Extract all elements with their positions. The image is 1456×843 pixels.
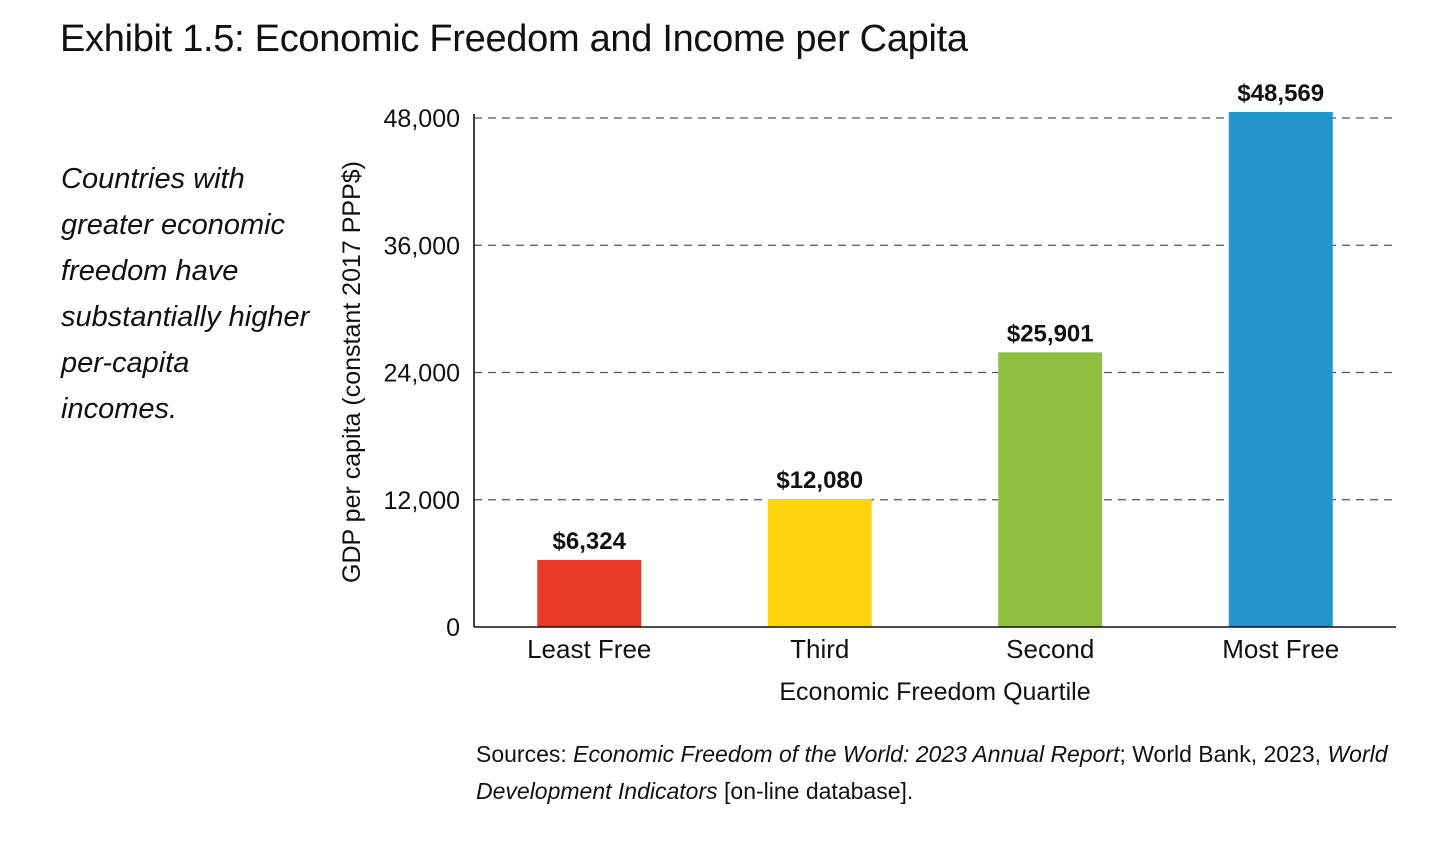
x-tick-label: Least Free [527, 634, 651, 664]
bar-value-label: $25,901 [1007, 320, 1094, 347]
bar [998, 352, 1103, 627]
bars: $6,324 $12,080 $25,901 $48,569 [537, 80, 1333, 627]
bar-value-label: $6,324 [553, 528, 627, 555]
y-tick-label: 48,000 [384, 105, 460, 133]
bar [1228, 111, 1333, 627]
sources-middle: ; World Bank, 2023, [1119, 741, 1328, 767]
x-tick-label: Most Free [1222, 634, 1339, 664]
x-tick-label: Third [790, 634, 849, 664]
sources-suffix: [on-line database]. [717, 778, 914, 804]
sources-report-title: Economic Freedom of the World: 2023 Annu… [573, 741, 1120, 767]
bar-value-label: $48,569 [1237, 80, 1324, 107]
y-tick-label: 0 [446, 614, 460, 642]
bar [767, 498, 872, 627]
y-tick-label: 36,000 [384, 232, 460, 260]
y-axis-label: GDP per capita (constant 2017 PPP$) [338, 161, 366, 583]
chart-caption: Countries with greater economic freedom … [61, 163, 310, 425]
axes: 0 12,000 24,000 36,000 48,000 Least Free Third… [384, 105, 1396, 664]
bar-value-label: $12,080 [776, 467, 863, 494]
sources-note: Sources: Economic Freedom of the World: … [476, 736, 1436, 810]
x-axis-label: Economic Freedom Quartile [779, 678, 1090, 706]
chart-title: Exhibit 1.5: Economic Freedom and Income… [60, 18, 968, 60]
y-tick-label: 24,000 [384, 360, 460, 388]
x-tick-label: Second [1006, 634, 1094, 664]
sources-prefix: Sources: [476, 741, 574, 767]
y-tick-label: 12,000 [384, 487, 460, 515]
bar [537, 559, 642, 627]
sources-db-title: World Development Indicators [476, 741, 1388, 804]
